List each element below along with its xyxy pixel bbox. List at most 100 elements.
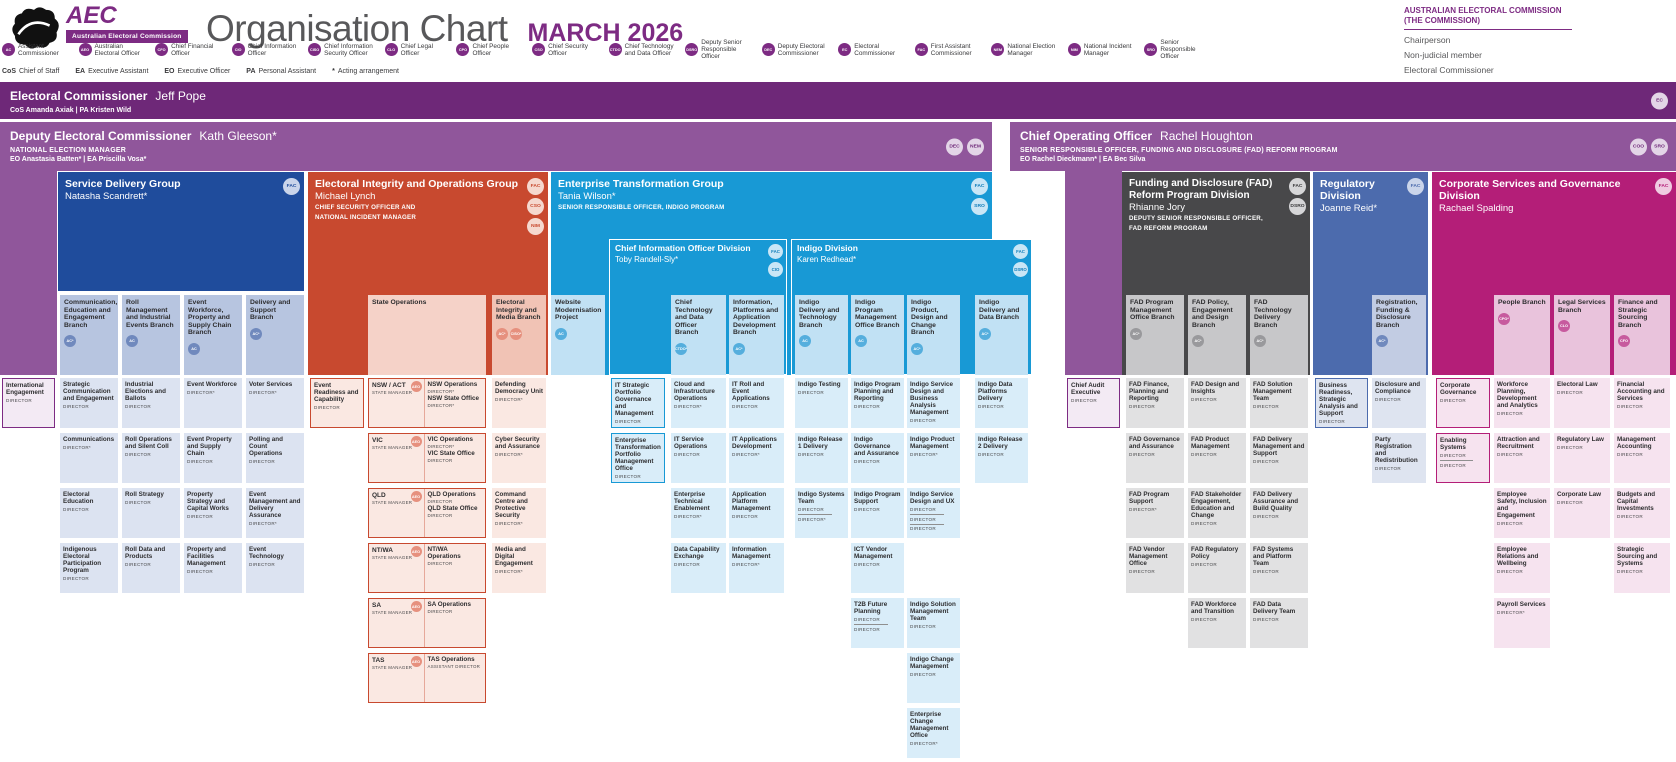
legend-item-ac: AC Assistant Commissioner xyxy=(2,43,70,57)
org-unit-title: IT Applications Development xyxy=(732,436,777,451)
org-unit-title: Defending Democracy Unit xyxy=(495,381,543,396)
fac-badge: FAC xyxy=(768,244,783,259)
org-unit-title: Event Workforce xyxy=(187,381,237,388)
legend-item-cpo: CPO Chief People Officer xyxy=(456,43,523,57)
sro-badge: SRO xyxy=(1144,43,1158,57)
org-unit-role: DIRECTOR xyxy=(615,474,641,480)
branch-header-title: Delivery and Support Branch xyxy=(250,299,291,322)
group-header-service-delivery: Service Delivery Group Natasha Scandrett*… xyxy=(58,172,304,291)
branch-header-badges: AC xyxy=(799,335,844,348)
state-units: SA Operations DIRECTOR xyxy=(423,599,485,647)
org-unit-cell: Voter Services DIRECTOR* xyxy=(246,378,304,428)
state-pair-vic: VIC STATE MANAGER AEO VIC Operations DIRECTO… xyxy=(368,433,486,483)
branch-header: FAD Program Management Office Branch AC* xyxy=(1126,295,1184,375)
group-subtitle: CHIEF SECURITY OFFICER AND xyxy=(315,204,416,212)
branch-header: Legal Services Branch CLO xyxy=(1554,295,1610,375)
legend-item-ec: EC Electoral Commissioner xyxy=(838,43,906,57)
state-unit-role: DIRECTOR* xyxy=(427,402,455,408)
branch-header-badges: CFO xyxy=(1618,335,1666,348)
state-name: VIC xyxy=(372,437,383,444)
legend-item-fac: FAC First Assistant Commissioner xyxy=(914,43,983,57)
org-unit-title: Attraction and Recruitment xyxy=(1497,436,1540,451)
org-unit-cell: FAD Stakeholder Engagement, Education an… xyxy=(1188,488,1246,538)
legend-item-label: Electoral Commissioner xyxy=(854,42,896,57)
org-unit-title: Indigo Service Design and Business Analy… xyxy=(910,381,954,417)
state-units: VIC Operations DIRECTOR* VIC State Office D… xyxy=(423,434,485,482)
org-unit-cell: FAD Workforce and Transition DIRECTOR xyxy=(1188,598,1246,648)
org-unit-title: Enterprise Technical Enablement xyxy=(674,491,710,513)
aeo-badge: AEO xyxy=(410,656,422,667)
org-unit-title: Event Readiness and Capability xyxy=(314,382,359,404)
org-unit-role: DIRECTOR xyxy=(187,569,213,575)
legend-item-ciso: CISO Chief Information Security Officer xyxy=(308,43,376,57)
legend-item-dsro: DSRO Deputy Senior Responsible Officer xyxy=(685,39,753,60)
group-lead: Rhianne Jory xyxy=(1129,202,1185,213)
state-name: SA xyxy=(372,602,382,609)
org-unit-cell: Employee Relations and Wellbeing DIRECTOR xyxy=(1494,543,1550,593)
org-unit-role: DIRECTOR xyxy=(63,576,89,582)
org-unit-role: DIRECTOR xyxy=(1375,397,1401,403)
aec-logo-text: AEC Australian Electoral Commission xyxy=(66,4,188,43)
state-manager: VIC STATE MANAGER AEO xyxy=(369,434,424,482)
org-unit-role: DIRECTOR xyxy=(1071,398,1097,404)
org-unit-role: DIRECTOR xyxy=(978,404,1004,410)
state-manager: SA STATE MANAGER AEO xyxy=(369,599,424,647)
ac-badge: AC* xyxy=(1254,335,1266,348)
org-unit-role: DIRECTOR* xyxy=(187,390,215,396)
org-unit-cell: Communications DIRECTOR* xyxy=(60,433,118,483)
group-title: Regulatory Division xyxy=(1320,178,1375,203)
org-unit-role: DIRECTOR xyxy=(1129,452,1155,458)
org-unit-title: FAD Systems and Platform Team xyxy=(1253,546,1294,568)
state-unit-role: ASSISTANT DIRECTOR xyxy=(427,663,481,669)
org-unit-role: DIRECTOR* xyxy=(910,741,938,747)
org-unit-title: Voter Services xyxy=(249,381,293,388)
state-name: TAS xyxy=(372,657,385,664)
state-operations-header: State Operations xyxy=(368,295,486,375)
org-unit-title: FAD Governance and Assurance xyxy=(1129,436,1180,451)
ac-badge: AC* xyxy=(250,327,262,340)
legend-item-label: Chief Information Officer xyxy=(247,42,297,57)
org-unit-role: DIRECTOR xyxy=(1497,411,1523,417)
branch-header: Indigo Delivery and Technology Branch AC xyxy=(795,295,848,375)
legend-item-cfo: CFO Chief Financial Officer xyxy=(155,43,223,57)
org-unit-cell: FAD Governance and Assurance DIRECTOR xyxy=(1126,433,1184,483)
org-unit-title: Indigenous Electoral Participation Progr… xyxy=(63,546,102,575)
org-unit-title: FAD Delivery Assurance and Build Quality xyxy=(1253,491,1299,513)
branch-header: Indigo Delivery and Data Branch AC* xyxy=(975,295,1028,375)
org-unit-role: DIRECTOR xyxy=(1253,569,1279,575)
legend-item-ctdo: CTDO Chief Technology and Data Officer xyxy=(608,42,677,57)
legend-role-item: EO Executive Officer xyxy=(164,68,231,75)
branch-header: Registration, Funding & Disclosure Branc… xyxy=(1372,295,1426,375)
legend-item-label: Chief Technology and Data Officer xyxy=(624,42,674,57)
ec-badges: EC xyxy=(1651,92,1668,109)
ec-badge: EC xyxy=(1651,92,1668,109)
state-units: TAS Operations ASSISTANT DIRECTOR xyxy=(423,654,485,702)
ac-badge: AC xyxy=(188,343,200,356)
org-unit-role: DIRECTOR xyxy=(854,562,880,568)
group-lead: Rachael Spalding xyxy=(1439,203,1514,215)
org-unit-cell: Event Management and Delivery Assurance D… xyxy=(246,488,304,538)
division-badges: FAC DSRO xyxy=(1013,244,1028,277)
org-unit-cell: Data Capability Exchange DIRECTOR xyxy=(671,543,726,593)
org-unit-title: FAD Vendor Management Office xyxy=(1129,546,1168,568)
org-unit-title: IT Roll and Event Applications xyxy=(732,381,770,403)
org-unit-cell: FAD Design and Insights DIRECTOR xyxy=(1188,378,1246,428)
org-unit-role: DIRECTOR xyxy=(1375,466,1401,472)
group-badges: FAC xyxy=(283,178,300,195)
org-unit-cell: FAD Product Management DIRECTOR xyxy=(1188,433,1246,483)
org-unit-role: DIRECTOR xyxy=(674,562,700,568)
org-unit-cell: Roll Operations and Silent Coll DIRECTOR xyxy=(122,433,180,483)
branch-header: Website Modernisation Project AC xyxy=(551,295,605,375)
state-pair-qld: QLD STATE MANAGER AEO QLD Operations DIRECTO… xyxy=(368,488,486,538)
cfo-badge: CFO xyxy=(155,43,169,57)
org-unit-cell: Enabling Systems DIRECTOR DIRECTOR xyxy=(1436,433,1490,483)
org-unit-role: DIRECTOR xyxy=(1191,397,1217,403)
nim-badge: NIM xyxy=(1067,43,1081,57)
commission-member: Non-judicial member xyxy=(1404,50,1482,60)
state-pair-sa: SA STATE MANAGER AEO SA Operations DIRECTOR xyxy=(368,598,486,648)
org-unit-cell: Event Property and Supply Chain DIRECTOR xyxy=(184,433,242,483)
branch-header: Indigo Program Management Office Branch A… xyxy=(851,295,904,375)
cpo-badge: CPO xyxy=(456,43,470,57)
commission-box: AUSTRALIAN ELECTORAL COMMISSION (THE COM… xyxy=(1404,6,1572,75)
state-manager: TAS STATE MANAGER AEO xyxy=(369,654,424,702)
